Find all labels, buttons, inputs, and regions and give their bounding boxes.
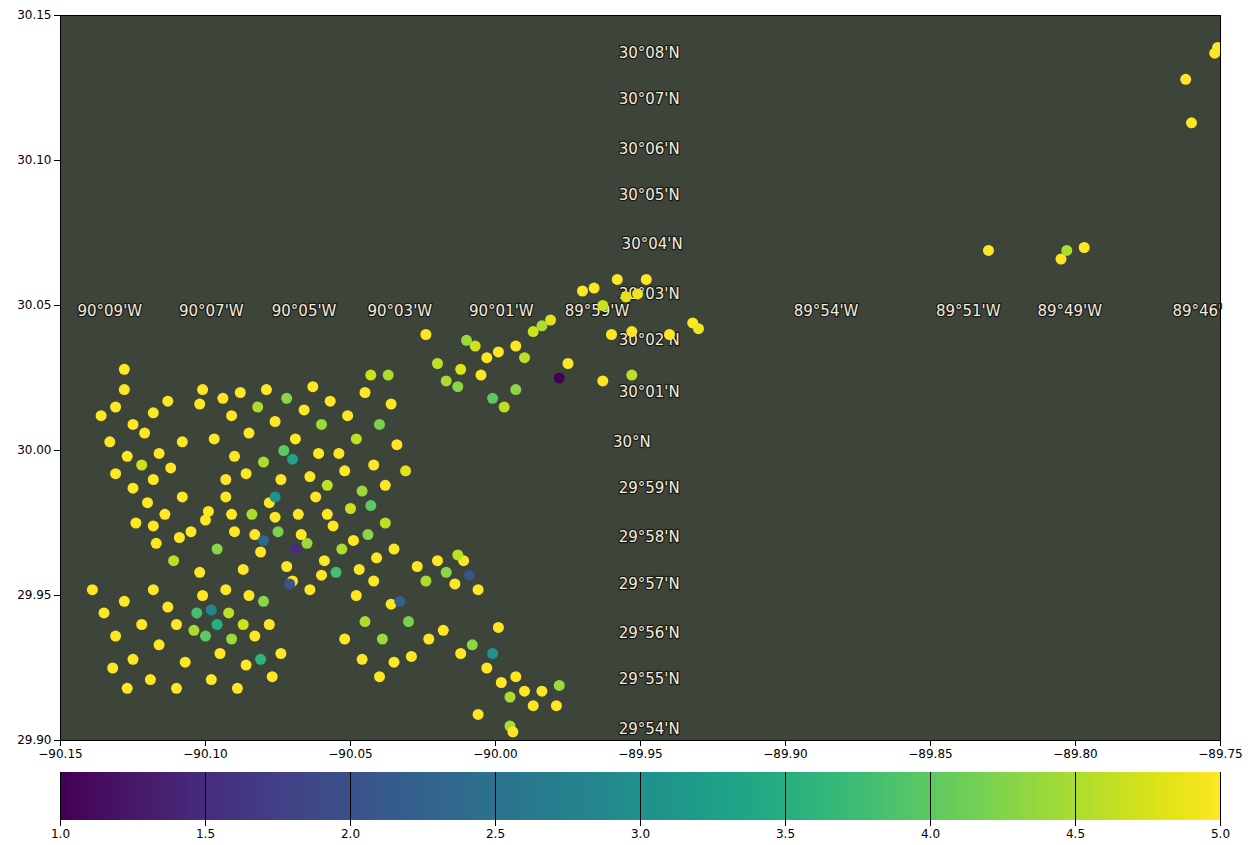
svg-text:4.0: 4.0: [921, 827, 940, 841]
svg-text:29°55'N: 29°55'N: [619, 670, 680, 688]
svg-text:3.5: 3.5: [776, 827, 795, 841]
svg-text:−89.85: −89.85: [908, 747, 952, 761]
svg-text:30.00: 30.00: [17, 443, 51, 457]
svg-text:29°54'N: 29°54'N: [619, 720, 680, 738]
svg-text:30°01'N: 30°01'N: [619, 383, 680, 401]
svg-text:−89.90: −89.90: [763, 747, 807, 761]
svg-text:90°05'W: 90°05'W: [272, 302, 337, 320]
svg-text:30°N: 30°N: [613, 433, 651, 451]
svg-text:−89.80: −89.80: [1053, 747, 1097, 761]
svg-text:89°51'W: 89°51'W: [936, 302, 1001, 320]
svg-text:30°06'N: 30°06'N: [619, 140, 680, 158]
svg-text:90°03'W: 90°03'W: [367, 302, 432, 320]
svg-text:29°59'N: 29°59'N: [619, 479, 680, 497]
svg-text:1.0: 1.0: [51, 827, 70, 841]
svg-text:90°07'W: 90°07'W: [179, 302, 244, 320]
svg-text:30.10: 30.10: [17, 153, 51, 167]
svg-text:30.15: 30.15: [17, 8, 51, 22]
svg-text:−90.00: −90.00: [473, 747, 517, 761]
svg-text:−90.10: −90.10: [183, 747, 227, 761]
svg-text:29.90: 29.90: [17, 733, 51, 747]
svg-text:30°05'N: 30°05'N: [619, 186, 680, 204]
svg-text:29°56'N: 29°56'N: [619, 624, 680, 642]
svg-text:30°03'N: 30°03'N: [619, 285, 680, 303]
svg-text:−89.95: −89.95: [618, 747, 662, 761]
svg-text:1.5: 1.5: [196, 827, 215, 841]
svg-text:29.95: 29.95: [17, 588, 51, 602]
svg-text:89°54'W: 89°54'W: [794, 302, 859, 320]
svg-text:29°58'N: 29°58'N: [619, 528, 680, 546]
svg-text:5.0: 5.0: [1211, 827, 1230, 841]
svg-text:3.0: 3.0: [631, 827, 650, 841]
svg-text:29°57'N: 29°57'N: [619, 575, 680, 593]
svg-text:−90.15: −90.15: [38, 747, 82, 761]
svg-text:4.5: 4.5: [1066, 827, 1085, 841]
svg-text:30°07'N: 30°07'N: [619, 90, 680, 108]
svg-text:30°08'N: 30°08'N: [619, 44, 680, 62]
svg-text:89°46': 89°46': [1172, 302, 1222, 320]
svg-text:30°04'N: 30°04'N: [622, 235, 683, 253]
svg-text:30°02'N: 30°02'N: [618, 331, 680, 350]
svg-text:89°49'W: 89°49'W: [1037, 302, 1102, 320]
svg-text:30.05: 30.05: [17, 298, 51, 312]
svg-text:90°01'W: 90°01'W: [469, 302, 534, 320]
svg-text:−90.05: −90.05: [328, 747, 372, 761]
svg-text:−89.75: −89.75: [1198, 747, 1242, 761]
svg-text:2.0: 2.0: [341, 827, 360, 841]
svg-text:89°59'W: 89°59'W: [565, 302, 630, 320]
svg-text:2.5: 2.5: [486, 827, 505, 841]
svg-text:90°09'W: 90°09'W: [77, 302, 142, 320]
